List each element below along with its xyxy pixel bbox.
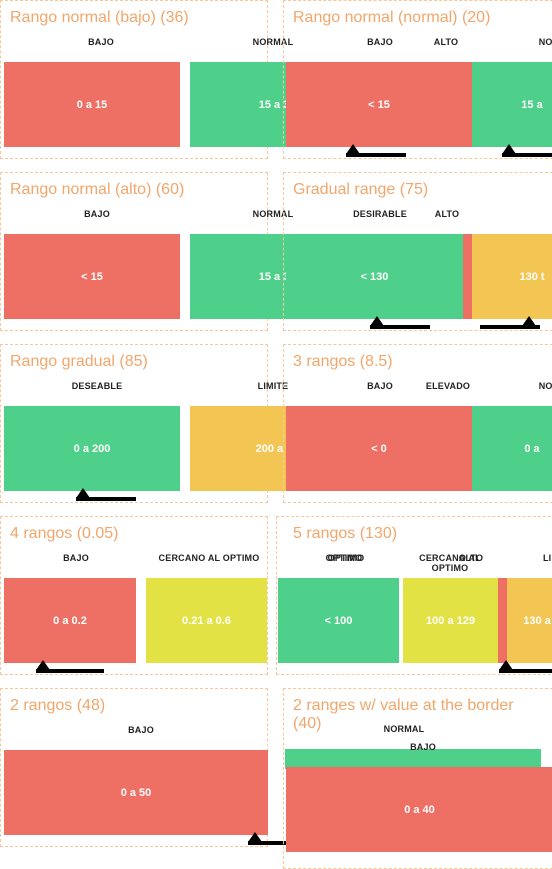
range-card: 2 ranges w/ value at the border (40) NOR… xyxy=(283,688,552,869)
card-title: 3 rangos (8.5) xyxy=(293,353,543,371)
range-segment: < 15 xyxy=(286,62,472,147)
range-card: 4 rangos (0.05) BAJO CERCANO AL OPTIMO 0… xyxy=(0,516,268,675)
range-segment xyxy=(498,578,507,663)
range-card: Rango normal (bajo) (36) BAJO NORMAL 0 a… xyxy=(0,0,268,159)
range-card: 2 rangos (48) BAJO 0 a 50 xyxy=(0,688,268,847)
range-segment xyxy=(463,234,472,319)
range-segment: 0 a 40 xyxy=(286,767,552,852)
range-segment: 100 a 129 xyxy=(403,578,498,663)
range-label: NOR xyxy=(509,37,552,47)
range-segment: < 0 xyxy=(286,406,472,491)
range-segment: < 130 xyxy=(286,234,463,319)
range-label: ALTO xyxy=(406,37,486,47)
value-pointer xyxy=(499,660,552,674)
range-label: OPTIMO xyxy=(306,553,386,563)
value-pointer xyxy=(480,316,540,330)
range-segment xyxy=(285,749,541,769)
range-label: BAJO xyxy=(61,37,141,47)
range-label: DESEABLE xyxy=(57,381,137,391)
card-title: 5 rangos (130) xyxy=(293,525,543,543)
range-segment: 15 a xyxy=(472,62,552,147)
range-segment: < 15 xyxy=(4,234,180,319)
card-title: Rango normal (bajo) (36) xyxy=(10,9,260,27)
card-title: Rango gradual (85) xyxy=(10,353,260,371)
range-label: NORMAL xyxy=(364,724,444,734)
range-segment: 130 t xyxy=(472,234,552,319)
range-card: Gradual range (75) DESIRABLE ALTO LI < 1… xyxy=(283,172,552,331)
range-card: 5 rangos (130) OPTIMO OPTIMO CERCANO AL … xyxy=(276,516,552,675)
range-card: Rango normal (normal) (20) BAJO ALTO NOR… xyxy=(283,0,552,159)
range-segment: 0 a 200 xyxy=(4,406,180,491)
range-segment: 0 a 15 xyxy=(4,62,180,147)
range-segment: 0 a 0.2 xyxy=(4,578,136,663)
range-label: BAJO xyxy=(101,725,181,735)
range-label: ELEVADO xyxy=(408,381,488,391)
range-card: 3 rangos (8.5) BAJO ELEVADO NOR < 0 0 a xyxy=(283,344,552,503)
range-card: Rango gradual (85) DESEABLE LIMITE 0 a 2… xyxy=(0,344,268,503)
range-label: ALTO xyxy=(451,553,491,563)
card-title: Rango normal (alto) (60) xyxy=(10,181,260,199)
range-label: LI xyxy=(529,209,552,219)
range-label: CERCANO AL OPTIMO xyxy=(153,553,265,563)
range-segment: 0 a 50 xyxy=(4,750,268,835)
card-title: 4 rangos (0.05) xyxy=(10,525,260,543)
range-label: NOR xyxy=(509,381,552,391)
value-pointer xyxy=(502,144,552,158)
range-label: ALTO xyxy=(407,209,487,219)
card-title: Gradual range (75) xyxy=(293,181,543,199)
range-label: BAJO xyxy=(57,209,137,219)
range-segment: 130 a xyxy=(507,578,552,663)
value-pointer xyxy=(346,144,406,158)
range-segment: 0.21 a 0.6 xyxy=(146,578,267,663)
range-segment: 0 a xyxy=(472,406,552,491)
range-label: BAJO xyxy=(383,742,463,752)
value-pointer xyxy=(248,832,288,846)
range-segment: < 100 xyxy=(278,578,399,663)
range-label: BAJO xyxy=(36,553,116,563)
range-card: Rango normal (alto) (60) BAJO NORMAL < 1… xyxy=(0,172,268,331)
card-title: 2 rangos (48) xyxy=(10,697,260,715)
range-label: LIM xyxy=(531,553,552,563)
value-pointer xyxy=(36,660,104,674)
value-pointer xyxy=(76,488,136,502)
value-pointer xyxy=(370,316,430,330)
card-title: Rango normal (normal) (20) xyxy=(293,9,543,27)
